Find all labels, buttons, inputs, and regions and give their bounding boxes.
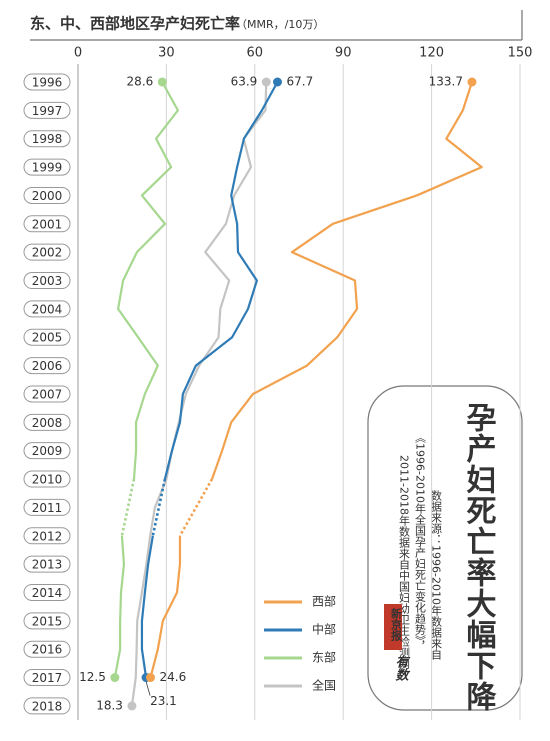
chart-unit: （MMR，/10万） bbox=[236, 18, 324, 31]
value-label: 24.6 bbox=[159, 670, 186, 684]
end-dot bbox=[110, 673, 120, 683]
y-tick-label: 1997 bbox=[32, 104, 63, 118]
x-tick-label: 90 bbox=[335, 46, 352, 61]
y-tick-label: 1996 bbox=[32, 76, 63, 90]
end-dot bbox=[261, 77, 271, 87]
legend-label: 中部 bbox=[312, 622, 336, 637]
end-dot bbox=[467, 77, 477, 87]
x-tick-label: 120 bbox=[419, 46, 444, 61]
y-tick-label: 2009 bbox=[32, 444, 63, 458]
x-tick-label: 150 bbox=[508, 46, 533, 61]
value-label: 23.1 bbox=[150, 694, 177, 708]
category-pill bbox=[23, 328, 71, 346]
value-label: 63.9 bbox=[231, 75, 258, 89]
value-label: 67.7 bbox=[286, 75, 313, 89]
category-pill bbox=[23, 413, 71, 431]
category-pill bbox=[23, 215, 71, 233]
value-label: 12.5 bbox=[79, 670, 106, 684]
x-tick-label: 30 bbox=[158, 46, 175, 61]
y-tick-label: 2006 bbox=[32, 359, 63, 373]
headline-panel bbox=[367, 385, 523, 711]
y-tick-label: 1999 bbox=[32, 161, 63, 175]
y-tick-label: 2003 bbox=[32, 274, 63, 288]
y-tick-label: 2014 bbox=[32, 586, 63, 600]
end-dot bbox=[157, 77, 167, 87]
brand: 有数 bbox=[393, 654, 409, 681]
y-tick-label: 1998 bbox=[32, 132, 63, 146]
category-pill bbox=[23, 555, 71, 573]
category-pill bbox=[23, 498, 71, 516]
y-tick-label: 2017 bbox=[32, 671, 63, 685]
y-tick-label: 2013 bbox=[32, 558, 63, 572]
category-pill bbox=[23, 300, 71, 318]
y-tick-label: 2007 bbox=[32, 387, 63, 401]
category-pill bbox=[23, 158, 71, 176]
value-label: 133.7 bbox=[429, 75, 463, 89]
category-pill bbox=[23, 73, 71, 91]
category-pill bbox=[23, 640, 71, 658]
y-tick-label: 2000 bbox=[32, 189, 63, 203]
series-line bbox=[130, 81, 268, 707]
y-tick-label: 2004 bbox=[32, 302, 63, 316]
y-tick-label: 2015 bbox=[32, 614, 63, 628]
category-pill bbox=[23, 186, 71, 204]
category-pill bbox=[23, 385, 71, 403]
brand: 新京报 bbox=[390, 607, 403, 642]
brand-box bbox=[384, 604, 402, 650]
category-pill bbox=[23, 243, 71, 261]
category-pill bbox=[23, 612, 71, 630]
y-tick-label: 2002 bbox=[32, 246, 63, 260]
y-tick-label: 2018 bbox=[32, 699, 63, 713]
chart-title: 东、中、西部地区孕产妇死亡率 bbox=[30, 15, 240, 33]
category-pill bbox=[23, 697, 71, 715]
x-tick-label: 60 bbox=[247, 46, 264, 61]
y-tick-label: 2001 bbox=[32, 217, 63, 231]
series-line bbox=[140, 81, 279, 678]
y-tick-label: 2010 bbox=[32, 473, 63, 487]
source-line: 数据来源：1996-2010年数据来自 bbox=[430, 490, 443, 660]
leader bbox=[145, 681, 151, 696]
gap-bridge bbox=[120, 478, 136, 537]
value-label: 18.3 bbox=[96, 698, 123, 712]
category-pill bbox=[23, 442, 71, 460]
legend-label: 全国 bbox=[312, 678, 336, 693]
x-tick-label: 0 bbox=[74, 46, 82, 61]
category-pill bbox=[23, 101, 71, 119]
category-pill bbox=[23, 527, 71, 545]
end-dot bbox=[145, 673, 155, 683]
headline: 孕产妇死亡率大幅下降 bbox=[461, 402, 497, 712]
category-pill bbox=[23, 357, 71, 375]
series-line bbox=[149, 81, 483, 678]
category-pill bbox=[23, 583, 71, 601]
end-dot bbox=[127, 701, 137, 711]
category-pill bbox=[23, 272, 71, 290]
y-tick-label: 2011 bbox=[32, 501, 63, 515]
y-tick-label: 2016 bbox=[32, 643, 63, 657]
category-pill bbox=[23, 470, 71, 488]
y-tick-label: 2012 bbox=[32, 529, 63, 543]
y-tick-label: 2005 bbox=[32, 331, 63, 345]
value-label: 28.6 bbox=[127, 75, 154, 89]
legend-label: 西部 bbox=[312, 594, 336, 609]
source-line: 《1996-2010年全国孕产妇死亡变化趋势》， bbox=[414, 432, 427, 651]
legend-label: 东部 bbox=[312, 650, 336, 665]
category-pill bbox=[23, 669, 71, 687]
gap-bridge bbox=[178, 478, 214, 537]
end-dot bbox=[272, 77, 282, 87]
y-tick-label: 2008 bbox=[32, 416, 63, 430]
series-line bbox=[113, 81, 179, 678]
category-pill bbox=[23, 130, 71, 148]
